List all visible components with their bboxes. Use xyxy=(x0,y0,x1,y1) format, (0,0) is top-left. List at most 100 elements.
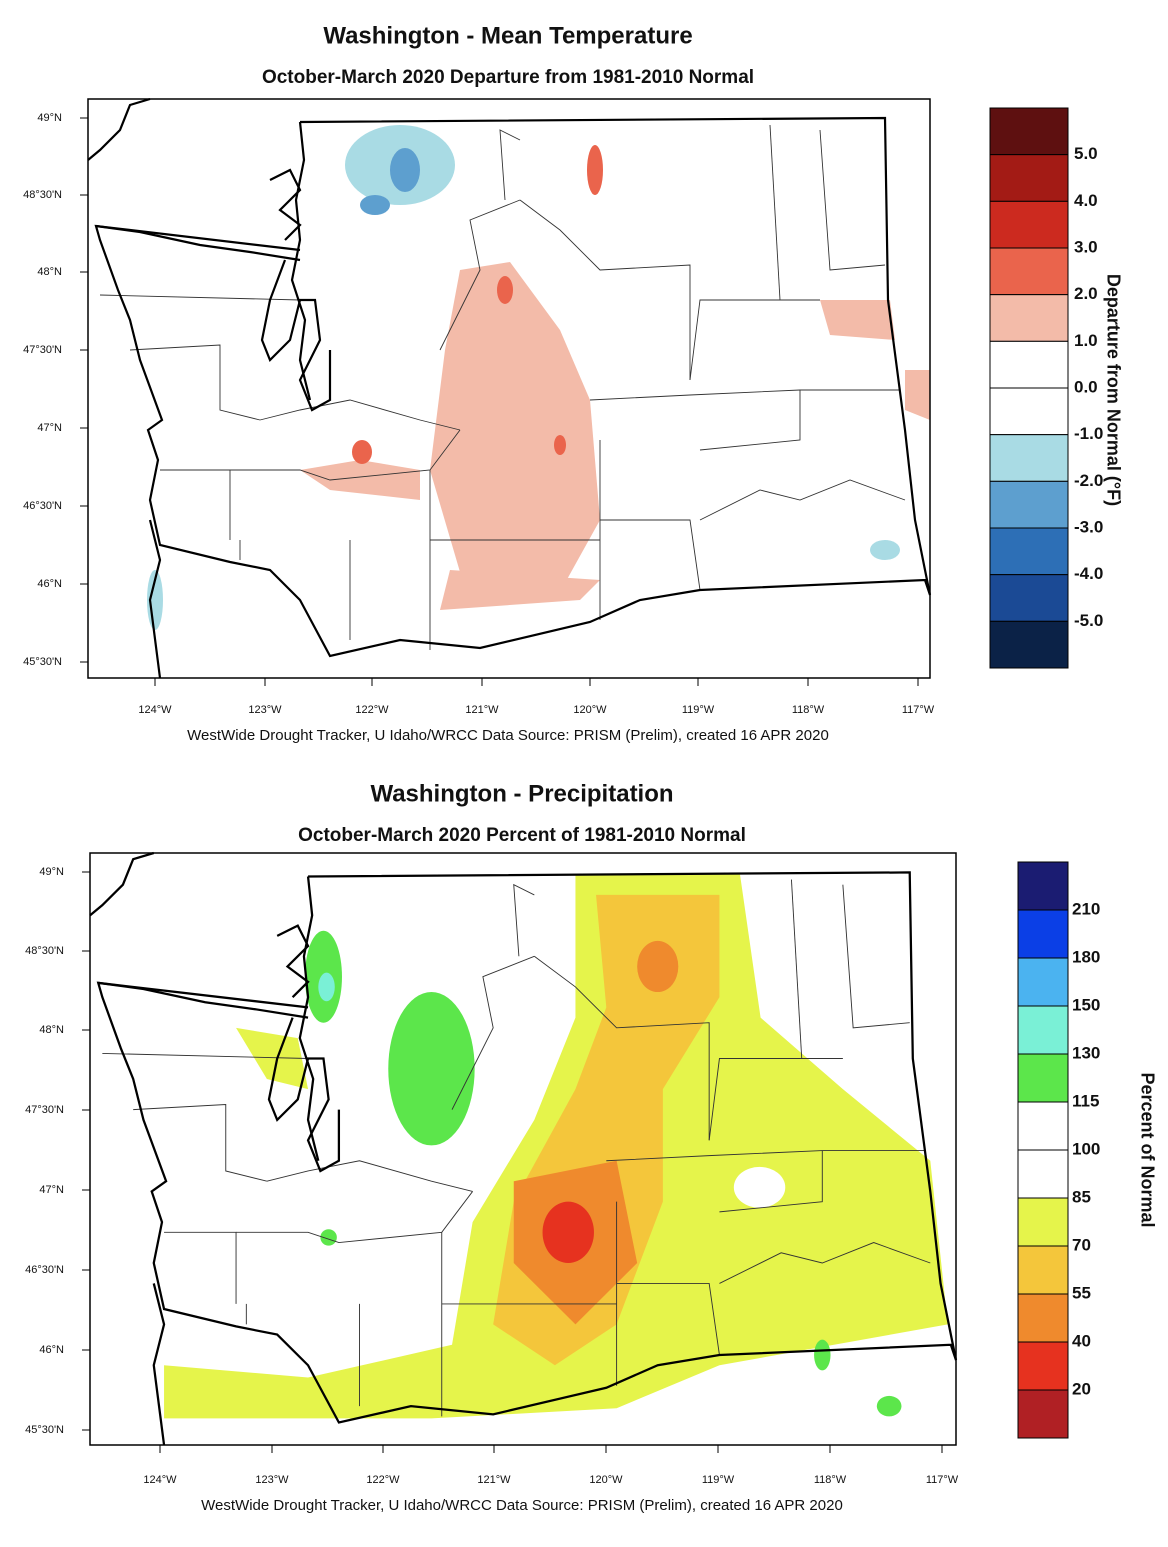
legend-swatch xyxy=(1017,1245,1069,1295)
shaded-region xyxy=(587,145,603,195)
lat-label: 47°30'N xyxy=(23,344,62,356)
coastline xyxy=(290,121,312,401)
lat-label: 48°30'N xyxy=(25,945,64,957)
map-frame xyxy=(87,98,931,679)
legend-swatch xyxy=(1017,1149,1069,1199)
county-line xyxy=(842,884,910,1029)
map-area xyxy=(87,97,932,679)
county-line xyxy=(606,1150,926,1162)
shaded-region xyxy=(820,300,895,340)
lon-label: 123°W xyxy=(255,1474,289,1486)
shaded-region xyxy=(388,992,475,1146)
county-line xyxy=(600,519,701,591)
lat-label: 45°30'N xyxy=(23,656,62,668)
coastline xyxy=(87,97,151,161)
shaded-region xyxy=(352,440,372,464)
legend-swatch xyxy=(989,294,1069,342)
legend-swatch xyxy=(1017,1293,1069,1343)
legend-swatch xyxy=(1017,861,1069,911)
coastline xyxy=(276,924,310,998)
legend-swatch xyxy=(1017,1389,1069,1439)
shaded-region xyxy=(320,1229,337,1246)
legend-label: 3.0 xyxy=(1074,237,1098,256)
shaded-region xyxy=(876,1395,902,1417)
legend-swatch xyxy=(989,434,1069,482)
legend-label: 20 xyxy=(1072,1379,1091,1398)
county-line xyxy=(266,1160,473,1192)
county-line xyxy=(519,199,691,380)
lat-label: 48°N xyxy=(39,1024,64,1036)
legend-label: 1.0 xyxy=(1074,331,1098,350)
shaded-region xyxy=(390,148,420,192)
county-line xyxy=(616,1282,720,1356)
county-line xyxy=(534,955,710,1141)
lon-label: 121°W xyxy=(477,1474,511,1486)
county-line xyxy=(719,1242,931,1284)
map-subtitle: October-March 2020 Percent of 1981-2010 … xyxy=(298,825,746,846)
legend-label: 85 xyxy=(1072,1187,1091,1206)
legend-swatch xyxy=(1017,1053,1069,1103)
legend-swatch xyxy=(1017,909,1069,959)
shaded-region xyxy=(637,940,679,993)
coastline xyxy=(89,851,155,917)
lat-label: 46°N xyxy=(37,578,62,590)
county-line xyxy=(133,1104,268,1182)
lat-label: 47°N xyxy=(39,1184,64,1196)
legend-swatch xyxy=(1017,1005,1069,1055)
credit: WestWide Drought Tracker, U Idaho/WRCC D… xyxy=(187,727,829,744)
lon-label: 124°W xyxy=(138,704,172,716)
lon-label: 118°W xyxy=(792,704,825,716)
map-title: Washington - Precipitation xyxy=(370,780,673,807)
lon-label: 117°W xyxy=(926,1474,959,1486)
legend-swatch xyxy=(1017,1341,1069,1391)
map-title: Washington - Mean Temperature xyxy=(323,22,692,49)
county-line xyxy=(719,1150,823,1213)
lat-label: 49°N xyxy=(39,866,64,878)
coastline xyxy=(269,168,302,241)
legend-swatch xyxy=(1017,1197,1069,1247)
county-line xyxy=(790,879,803,1059)
county-line xyxy=(99,294,301,301)
legend-label: 55 xyxy=(1072,1283,1091,1302)
coastline xyxy=(267,1017,341,1173)
shaded-region xyxy=(360,195,390,215)
lon-label: 122°W xyxy=(355,704,389,716)
legend-swatch xyxy=(989,527,1069,576)
legend-swatch xyxy=(989,200,1069,249)
shaded-region xyxy=(554,435,566,455)
legend-label: 0.0 xyxy=(1074,377,1098,396)
legend-swatch xyxy=(989,480,1069,529)
county-line xyxy=(769,124,781,301)
lon-label: 124°W xyxy=(143,1474,177,1486)
credit: WestWide Drought Tracker, U Idaho/WRCC D… xyxy=(201,1497,843,1514)
map-panel: Washington - Precipitation October-March … xyxy=(25,780,1157,1514)
lon-label: 120°W xyxy=(573,704,607,716)
county-line xyxy=(236,1191,473,1244)
county-line xyxy=(689,299,820,381)
county-line xyxy=(819,129,886,271)
legend-label: -5.0 xyxy=(1074,611,1103,630)
legend-label: 100 xyxy=(1072,1139,1100,1158)
lon-label: 117°W xyxy=(902,704,935,716)
map-area xyxy=(89,851,958,1446)
legend-label: 5.0 xyxy=(1074,144,1098,163)
legend-title: Percent of Normal xyxy=(1137,1072,1157,1227)
county-line xyxy=(439,199,521,351)
county-line xyxy=(102,1052,309,1059)
map-panel: Washington - Mean Temperature October-Mar… xyxy=(23,22,1123,744)
legend-label: 4.0 xyxy=(1074,191,1098,210)
legend-label: 210 xyxy=(1072,899,1100,918)
legend-label: 150 xyxy=(1072,995,1100,1014)
state-border xyxy=(96,871,958,1424)
county-line xyxy=(499,129,521,201)
lon-label: 119°W xyxy=(702,1474,735,1486)
legend-label: 70 xyxy=(1072,1235,1091,1254)
county-line xyxy=(129,344,261,421)
shaded-region xyxy=(814,1339,831,1371)
lat-label: 49°N xyxy=(37,112,62,124)
legend-swatch xyxy=(989,107,1069,156)
shaded-region xyxy=(236,1027,309,1090)
lat-label: 45°30'N xyxy=(25,1424,64,1436)
county-line xyxy=(589,389,900,401)
legend-swatch xyxy=(989,154,1069,202)
